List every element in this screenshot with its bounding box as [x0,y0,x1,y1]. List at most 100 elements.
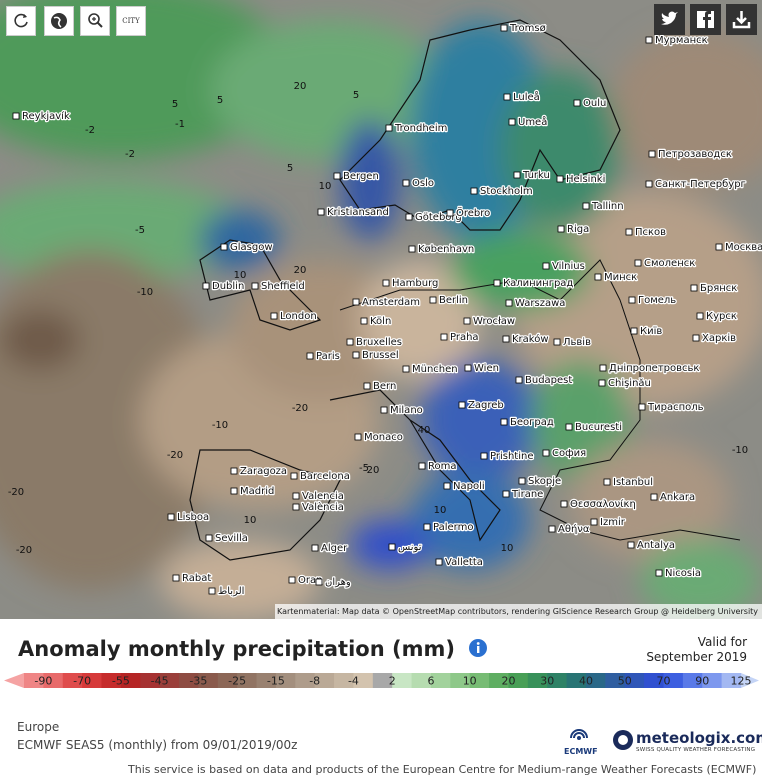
city-marker [502,490,510,498]
scale-tick-label: -70 [73,675,91,688]
city-label: Alger [321,543,348,554]
city-marker [500,24,508,32]
city-label: Antalya [637,540,675,551]
legend-title: Anomaly monthly precipitation (mm) [18,637,488,661]
scale-segment [721,673,742,688]
city-marker [503,93,511,101]
city-marker [435,558,443,566]
city-label: Zagreb [468,400,504,411]
city-marker [542,262,550,270]
city-label: Wien [474,363,499,374]
city-label: Roma [428,461,457,472]
city-label: Luleå [513,90,540,103]
info-icon[interactable] [468,638,488,658]
city-label: Milano [390,405,423,416]
scale-segment [392,673,413,688]
download-button[interactable] [726,4,757,35]
contour-label: 10 [501,543,514,554]
city-label: Istanbul [613,477,653,488]
zoom-button[interactable] [80,6,110,36]
city-label: София [552,448,586,459]
city-label: Berlin [439,295,468,306]
city-marker [220,243,228,251]
city-label: Oslo [412,178,434,189]
city-label: Monaco [364,432,403,443]
refresh-button[interactable] [6,6,36,36]
city-marker [205,534,213,542]
city-marker [458,401,466,409]
city-label: Мурманск [655,35,708,46]
city-label: Izmir [600,517,626,528]
scale-segment [663,673,684,688]
scale-segment [295,673,316,688]
coastline [199,239,322,331]
city-marker [402,179,410,187]
scale-segment [237,673,258,688]
city-label: Nicosia [665,568,701,579]
city-marker [599,364,607,372]
scale-segment [217,673,238,688]
city-label: Turku [522,170,550,181]
city-marker [354,433,362,441]
scale-tick-label: -55 [112,675,130,688]
city-label: Zaragoza [240,466,287,477]
city-label: Санкт-Петербург [655,179,746,190]
city-marker [167,513,175,521]
scale-tick-label: 125 [731,675,752,688]
city-label: Valencia [302,491,344,502]
city-label: Trondheim [394,123,447,134]
city-label: Sheffield [261,281,305,292]
city-marker [548,525,556,533]
city-label: Vilnius [552,261,585,272]
scale-segment [101,673,122,688]
city-label: Reykjavík [22,110,70,122]
city-marker [556,175,564,183]
ecmwf-logo [570,729,588,740]
city-label: Kraków [512,333,549,345]
city-label: Palermo [433,522,473,533]
scale-tick-label: -8 [309,675,320,688]
city-label: Paris [316,351,340,362]
city-label: Минск [604,272,637,283]
color-scale: -90 -70 -55 -45 -35 -25 -15 -8 -4 2 6 10 20 30 40 50 70 9… [4,673,759,688]
scale-segment [275,673,296,688]
city-marker [251,282,259,290]
city-label: Amsterdam [362,297,420,308]
facebook-button[interactable] [690,4,721,35]
globe-button[interactable] [44,6,74,36]
twitter-button[interactable] [654,4,685,35]
city-label: Tirane [511,489,543,500]
city-button[interactable]: CITY [116,6,146,36]
scale-segment [43,673,64,688]
city-marker [493,279,501,287]
contour-label: 10 [234,270,247,281]
scale-tick-label: 20 [501,675,515,688]
city-marker [380,406,388,414]
city-label: Rabat [182,573,211,584]
coastline [189,449,341,561]
scale-tick-label: 40 [579,675,593,688]
scale-segment [62,673,83,688]
coastline [339,19,621,231]
scale-tick-label: -25 [228,675,246,688]
city-label: Київ [640,326,662,337]
city-marker [500,418,508,426]
city-marker [655,569,663,577]
city-label: London [280,311,317,322]
city-label: Helsinki [566,174,605,185]
city-label: Тирасполь [647,402,704,413]
scale-tick-label: 70 [656,675,670,688]
valid-date: September 2019 [646,650,747,664]
city-marker [598,379,606,387]
scale-segment [256,673,277,688]
city-marker [352,298,360,306]
city-marker [557,225,565,233]
city-marker [630,327,638,335]
city-label: Prishtine [490,451,533,462]
city-marker [292,492,300,500]
city-marker [553,338,561,346]
city-marker [505,299,513,307]
city-label: Umeå [518,115,547,128]
city-marker [692,334,700,342]
